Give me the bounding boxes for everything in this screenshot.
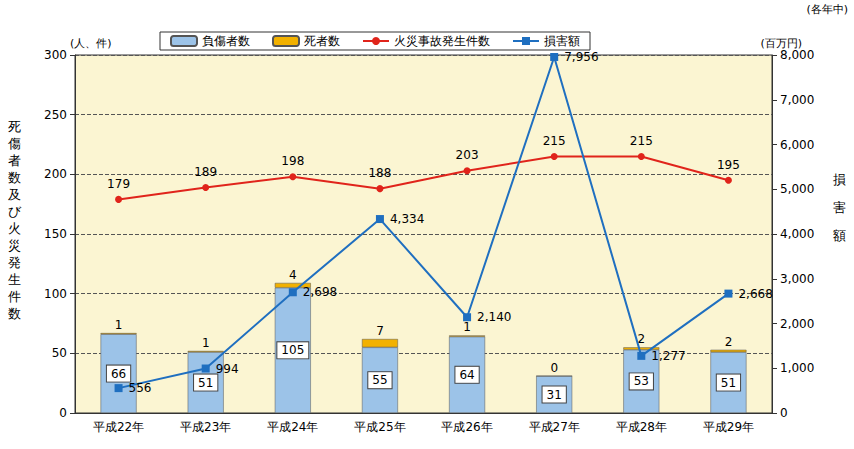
svg-text:51: 51 — [198, 376, 213, 390]
svg-text:(各年中): (各年中) — [806, 3, 848, 16]
svg-text:死者数: 死者数 — [304, 34, 340, 48]
svg-text:(百万円): (百万円) — [760, 37, 802, 50]
svg-text:198: 198 — [281, 154, 304, 168]
svg-text:平成27年: 平成27年 — [529, 420, 580, 434]
svg-text:者: 者 — [8, 153, 21, 168]
svg-text:災: 災 — [8, 238, 21, 253]
svg-text:7,956: 7,956 — [564, 50, 598, 64]
svg-text:188: 188 — [368, 166, 391, 180]
svg-text:0: 0 — [59, 406, 67, 420]
svg-text:994: 994 — [216, 362, 239, 376]
svg-text:平成25年: 平成25年 — [354, 420, 405, 434]
svg-text:4: 4 — [289, 268, 297, 282]
svg-text:害: 害 — [833, 200, 846, 215]
svg-text:556: 556 — [129, 381, 152, 395]
svg-text:死: 死 — [8, 119, 21, 134]
svg-text:平成29年: 平成29年 — [703, 420, 754, 434]
svg-text:2: 2 — [637, 332, 646, 347]
svg-text:火: 火 — [8, 221, 21, 236]
svg-text:215: 215 — [630, 134, 653, 148]
svg-text:1: 1 — [463, 320, 471, 334]
svg-text:64: 64 — [459, 368, 474, 382]
svg-text:火災事故発生件数: 火災事故発生件数 — [394, 34, 490, 48]
svg-text:55: 55 — [372, 373, 387, 387]
svg-text:0: 0 — [550, 361, 558, 375]
svg-text:66: 66 — [111, 367, 126, 381]
svg-text:2: 2 — [725, 335, 733, 349]
svg-text:平成23年: 平成23年 — [180, 420, 231, 434]
svg-text:203: 203 — [456, 148, 479, 162]
svg-text:数: 数 — [8, 306, 21, 321]
svg-text:生: 生 — [8, 272, 21, 287]
svg-text:平成26年: 平成26年 — [441, 420, 492, 434]
svg-text:1: 1 — [202, 336, 210, 350]
svg-text:損害額: 損害額 — [544, 34, 580, 48]
svg-text:189: 189 — [194, 165, 217, 179]
svg-text:及: 及 — [8, 187, 21, 202]
svg-text:3,000: 3,000 — [780, 272, 814, 286]
svg-text:負傷者数: 負傷者数 — [202, 34, 250, 48]
svg-text:7,000: 7,000 — [780, 93, 814, 107]
svg-text:数: 数 — [8, 170, 21, 185]
svg-text:215: 215 — [543, 134, 566, 148]
svg-text:31: 31 — [547, 388, 562, 402]
svg-text:損: 損 — [833, 172, 846, 187]
svg-text:4,334: 4,334 — [390, 212, 424, 226]
svg-text:(人、件): (人、件) — [70, 37, 112, 50]
svg-text:179: 179 — [107, 177, 130, 191]
svg-text:7: 7 — [376, 324, 384, 338]
svg-text:1: 1 — [115, 318, 123, 332]
svg-text:200: 200 — [44, 167, 67, 181]
svg-text:平成24年: 平成24年 — [267, 420, 318, 434]
svg-text:2,140: 2,140 — [477, 310, 511, 324]
svg-text:8,000: 8,000 — [780, 48, 814, 62]
svg-text:150: 150 — [44, 227, 67, 241]
svg-text:195: 195 — [717, 158, 740, 172]
svg-text:2,000: 2,000 — [780, 317, 814, 331]
svg-text:50: 50 — [52, 346, 67, 360]
svg-text:250: 250 — [44, 108, 67, 122]
svg-text:傷: 傷 — [7, 136, 21, 151]
svg-text:51: 51 — [721, 376, 736, 390]
svg-text:5,000: 5,000 — [780, 182, 814, 196]
svg-text:件: 件 — [8, 289, 21, 304]
svg-text:100: 100 — [44, 287, 67, 301]
svg-text:平成22年: 平成22年 — [93, 420, 144, 434]
svg-text:平成28年: 平成28年 — [616, 420, 667, 434]
svg-text:2,698: 2,698 — [303, 285, 337, 299]
svg-text:発: 発 — [8, 255, 21, 270]
svg-text:0: 0 — [780, 406, 788, 420]
svg-text:6,000: 6,000 — [780, 138, 814, 152]
svg-text:4,000: 4,000 — [780, 227, 814, 241]
svg-text:額: 額 — [833, 228, 846, 243]
svg-text:105: 105 — [281, 343, 304, 357]
svg-text:53: 53 — [634, 374, 649, 388]
svg-text:1,000: 1,000 — [780, 361, 814, 375]
svg-text:300: 300 — [44, 48, 67, 62]
svg-text:2,668: 2,668 — [738, 287, 772, 301]
svg-text:1,277: 1,277 — [651, 349, 685, 363]
svg-text:び: び — [8, 204, 22, 219]
